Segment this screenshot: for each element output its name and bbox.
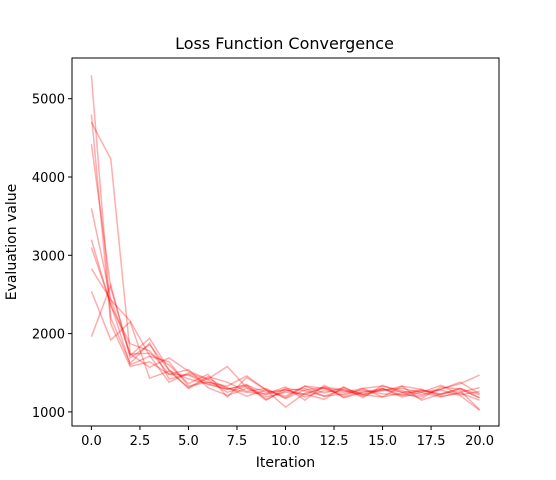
series-line-2 — [90, 121, 480, 398]
series-line-9 — [90, 291, 480, 402]
x-axis-label: Iteration — [256, 455, 315, 471]
series-line-7 — [90, 247, 480, 409]
y-tick-label: 1000 — [32, 406, 65, 421]
series-line-5 — [90, 208, 481, 411]
y-axis: 1000 2000 3000 4000 5000 — [32, 93, 72, 421]
chart-title: Loss Function Convergence — [175, 34, 394, 53]
x-axis: 0.0 2.5 5.0 7.5 10.0 12.5 15.0 17.5 20.0 — [81, 426, 494, 449]
x-tick-label: 2.5 — [130, 434, 151, 449]
y-tick-label: 2000 — [32, 328, 65, 343]
x-tick-label: 5.0 — [178, 434, 199, 449]
series-line-4 — [90, 114, 480, 401]
x-tick-label: 7.5 — [227, 434, 248, 449]
plot-frame — [71, 57, 500, 427]
x-tick-label: 20.0 — [465, 434, 494, 449]
y-tick-label: 3000 — [32, 249, 65, 264]
x-tick-label: 0.0 — [81, 434, 102, 449]
y-tick-label: 4000 — [32, 171, 65, 186]
series-lines — [90, 75, 481, 411]
series-line-10 — [90, 282, 480, 397]
x-tick-label: 15.0 — [368, 434, 397, 449]
series-line-1 — [90, 75, 481, 411]
y-axis-label: Evaluation value — [4, 184, 20, 301]
x-tick-label: 12.5 — [320, 434, 349, 449]
series-line-8 — [90, 268, 480, 402]
y-tick-label: 5000 — [32, 93, 65, 108]
series-line-6 — [90, 239, 480, 401]
x-tick-label: 10.0 — [271, 434, 300, 449]
series-line-3 — [90, 143, 480, 402]
x-tick-label: 17.5 — [417, 434, 446, 449]
